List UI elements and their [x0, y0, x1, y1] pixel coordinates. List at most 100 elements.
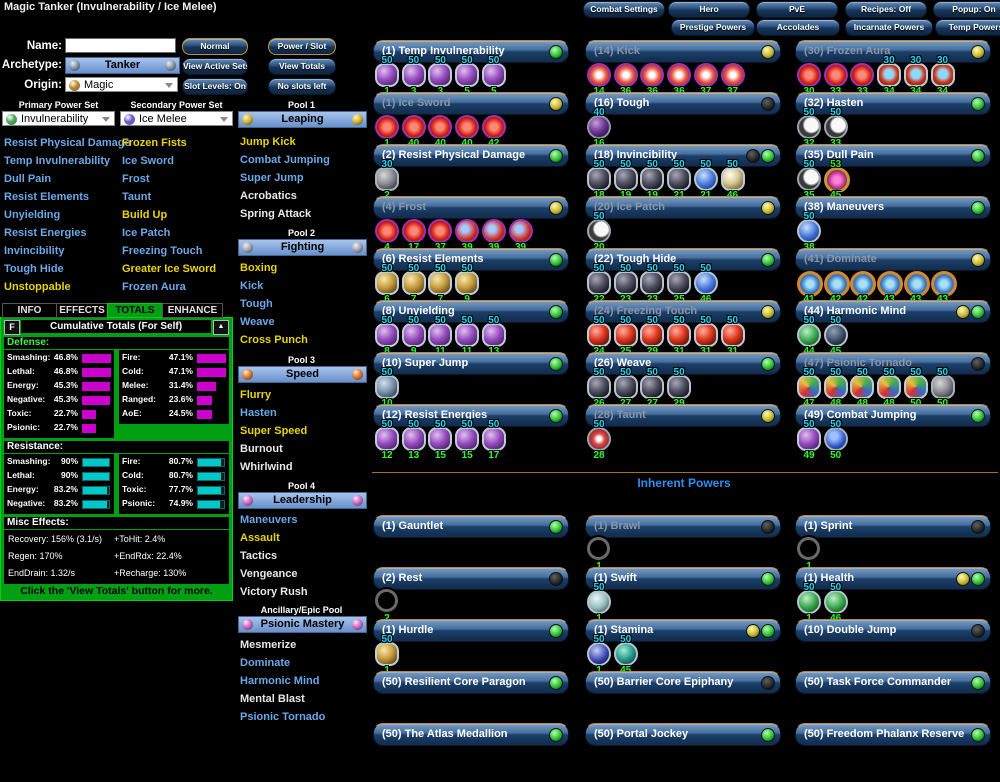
pve-button[interactable]: PvE — [756, 1, 838, 18]
name-input[interactable] — [65, 38, 176, 53]
power-bar-28-taunt[interactable]: (28) Taunt — [585, 404, 781, 427]
power-bar-2-rest[interactable]: (2) Rest — [373, 567, 569, 590]
enhancement-slot[interactable]: 14 — [586, 59, 612, 97]
enhancement-slot[interactable]: 50 6 — [374, 263, 400, 305]
enhancement-slot[interactable]: 37 — [693, 59, 719, 97]
power-bar-50-barrier-core-epiphany[interactable]: (50) Barrier Core Epiphany — [585, 671, 781, 694]
power-bar-49-combat-jumping[interactable]: (49) Combat Jumping — [795, 404, 991, 427]
primary-power-tough-hide[interactable]: Tough Hide — [4, 263, 64, 275]
pool-power-weave[interactable]: Weave — [240, 316, 275, 328]
enhancement-slot[interactable]: 50 13 — [481, 315, 507, 357]
secondary-power-frozen-aura[interactable]: Frozen Aura — [122, 281, 186, 293]
enhancement-slot[interactable]: 37 — [427, 215, 453, 253]
pool-power-burnout[interactable]: Burnout — [240, 443, 283, 455]
accolades-button[interactable]: Accolades — [756, 19, 840, 36]
pool-power-super-speed[interactable]: Super Speed — [240, 425, 308, 437]
enhancement-slot[interactable]: 43 — [930, 267, 957, 305]
enhancement-slot[interactable]: 1 — [796, 534, 822, 572]
enhancement-slot[interactable]: 50 1 — [586, 634, 612, 676]
pool-power-mesmerize[interactable]: Mesmerize — [240, 639, 297, 651]
enhancement-slot[interactable]: 39 — [454, 215, 480, 253]
secondary-power-ice-sword[interactable]: Ice Sword — [122, 155, 174, 167]
enhancement-slot[interactable]: 50 13 — [401, 419, 427, 461]
enhancement-slot[interactable]: 50 7 — [427, 263, 453, 305]
view-totals-button[interactable]: View Totals — [268, 58, 336, 75]
enhancement-slot[interactable]: 36 — [613, 59, 639, 97]
enhancement-slot[interactable]: 50 26 — [586, 367, 612, 409]
pool-power-victory-rush[interactable]: Victory Rush — [240, 586, 308, 598]
power-bar-44-harmonic-mind[interactable]: (44) Harmonic Mind — [795, 300, 991, 323]
secondary-power-taunt[interactable]: Taunt — [122, 191, 152, 203]
enhancement-slot[interactable]: 50 46 — [693, 263, 719, 305]
power-bar-18-invincibility[interactable]: (18) Invincibility — [585, 144, 781, 167]
power-bar-1-health[interactable]: (1) Health — [795, 567, 991, 590]
pool-select-leadership[interactable]: Leadership — [238, 492, 367, 509]
pool-select-speed[interactable]: Speed — [238, 366, 367, 383]
no-slots-left-button[interactable]: No slots left — [268, 78, 336, 95]
enhancement-slot[interactable]: 50 11 — [454, 315, 480, 357]
power-bar-32-hasten[interactable]: (32) Hasten — [795, 92, 991, 115]
enhancement-slot[interactable]: 50 15 — [427, 419, 453, 461]
enhancement-slot[interactable]: 50 45 — [613, 634, 639, 676]
power-bar-1-sprint[interactable]: (1) Sprint — [795, 515, 991, 538]
power-bar-26-weave[interactable]: (26) Weave — [585, 352, 781, 375]
secondary-powerset-select[interactable]: Ice Melee — [120, 111, 233, 126]
enhancement-slot[interactable]: 50 38 — [796, 211, 822, 253]
enhancement-slot[interactable]: 42 — [849, 267, 877, 305]
tab-info[interactable]: INFO — [2, 303, 57, 318]
enhancement-slot[interactable]: 50 46 — [720, 159, 746, 201]
enhancement-slot[interactable]: 50 45 — [823, 315, 849, 357]
enhancement-slot[interactable]: 40 16 — [586, 107, 612, 149]
enhancement-slot[interactable]: 50 21 — [693, 159, 719, 201]
pool-power-flurry[interactable]: Flurry — [240, 389, 272, 401]
power-bar-50-task-force-commander[interactable]: (50) Task Force Commander — [795, 671, 991, 694]
pool-power-dominate[interactable]: Dominate — [240, 657, 291, 669]
enhancement-slot[interactable]: 50 20 — [586, 211, 612, 253]
primary-power-unstoppable[interactable]: Unstoppable — [4, 281, 71, 293]
combat-settings-button[interactable]: Combat Settings — [583, 1, 665, 18]
enhancement-slot[interactable]: 36 — [666, 59, 692, 97]
f-button[interactable]: F — [4, 320, 20, 335]
enhancement-slot[interactable]: 50 46 — [823, 582, 849, 624]
power-bar-20-ice-patch[interactable]: (20) Ice Patch — [585, 196, 781, 219]
pool-power-boxing[interactable]: Boxing — [240, 262, 278, 274]
enhancement-slot[interactable]: 50 3 — [427, 55, 453, 97]
power-bar-8-unyielding[interactable]: (8) Unyielding — [373, 300, 569, 323]
power-bar-50-portal-jockey[interactable]: (50) Portal Jockey — [585, 723, 781, 746]
power-bar-50-resilient-core-paragon[interactable]: (50) Resilient Core Paragon — [373, 671, 569, 694]
prestige-powers-button[interactable]: Prestige Powers — [671, 19, 755, 36]
enhancement-slot[interactable]: 50 32 — [796, 107, 822, 149]
enhancement-slot[interactable]: 42 — [823, 267, 850, 305]
power-bar-4-frost[interactable]: (4) Frost — [373, 196, 569, 219]
enhancement-slot[interactable]: 30 34 — [876, 55, 902, 97]
power-bar-35-dull-pain[interactable]: (35) Dull Pain — [795, 144, 991, 167]
enhancement-slot[interactable]: 50 49 — [796, 419, 822, 461]
enhancement-slot[interactable]: 50 22 — [586, 263, 612, 305]
primary-powerset-select[interactable]: Invulnerability — [2, 111, 115, 126]
secondary-power-ice-patch[interactable]: Ice Patch — [122, 227, 171, 239]
enhancement-slot[interactable]: 50 25 — [666, 263, 692, 305]
pool-power-hasten[interactable]: Hasten — [240, 407, 277, 419]
pool-power-psionic-tornado[interactable]: Psionic Tornado — [240, 711, 326, 723]
power-bar-1-temp-invulnerability[interactable]: (1) Temp Invulnerability — [373, 40, 569, 63]
enhancement-slot[interactable]: 50 5 — [454, 55, 480, 97]
pool-power-tactics[interactable]: Tactics — [240, 550, 278, 562]
primary-power-resist-energies[interactable]: Resist Energies — [4, 227, 87, 239]
primary-power-resist-elements[interactable]: Resist Elements — [4, 191, 89, 203]
pool-select-fighting[interactable]: Fighting — [238, 239, 367, 256]
enhancement-slot[interactable]: 50 1 — [796, 582, 822, 624]
enhancement-slot[interactable]: 50 21 — [666, 159, 692, 201]
enhancement-slot[interactable]: 50 3 — [401, 55, 427, 97]
enhancement-slot[interactable]: 50 48 — [876, 367, 902, 409]
power-bar-6-resist-elements[interactable]: (6) Resist Elements — [373, 248, 569, 271]
enhancement-slot[interactable]: 50 18 — [586, 159, 612, 201]
power-bar-50-freedom-phalanx-reserve[interactable]: (50) Freedom Phalanx Reserve — [795, 723, 991, 746]
enhancement-slot[interactable]: 30 34 — [903, 55, 929, 97]
enhancement-slot[interactable]: 50 7 — [401, 263, 427, 305]
secondary-power-greater-ice-sword[interactable]: Greater Ice Sword — [122, 263, 217, 275]
incarnate-powers-button[interactable]: Incarnate Powers — [845, 19, 933, 36]
enhancement-slot[interactable]: 17 — [401, 215, 427, 253]
secondary-power-freezing-touch[interactable]: Freezing Touch — [122, 245, 203, 257]
enhancement-slot[interactable]: 50 15 — [454, 419, 480, 461]
enhancement-slot[interactable]: 50 50 — [903, 367, 929, 409]
